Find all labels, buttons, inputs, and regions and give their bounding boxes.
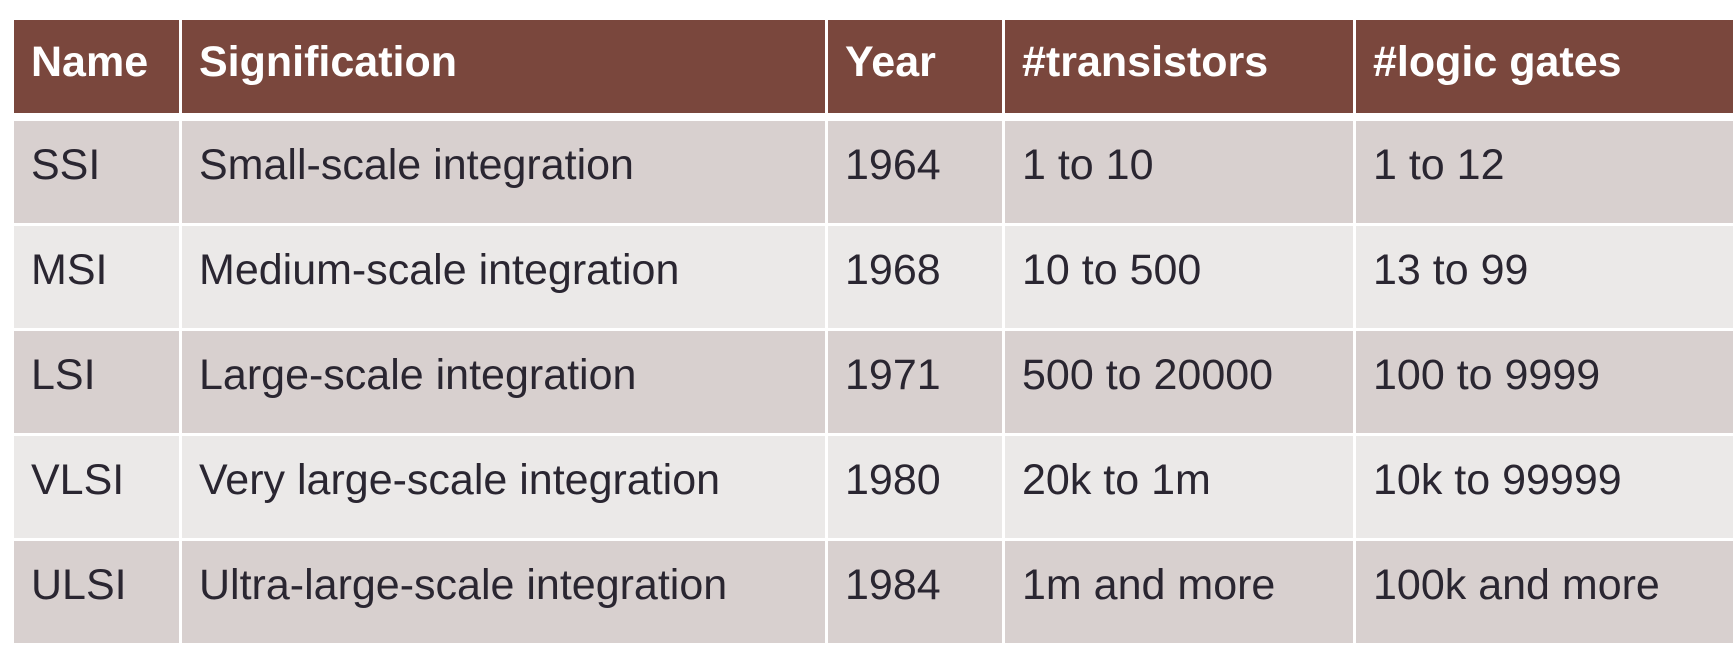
table-row: VLSI Very large-scale integration 1980 2… xyxy=(14,436,1733,538)
cell-signification: Small-scale integration xyxy=(182,121,825,223)
integration-scale-table-container: Name Signification Year #transistors #lo… xyxy=(14,20,1733,643)
cell-year: 1971 xyxy=(828,331,1002,433)
cell-year: 1980 xyxy=(828,436,1002,538)
cell-logic-gates: 100k and more xyxy=(1356,541,1733,643)
cell-transistors: 10 to 500 xyxy=(1005,226,1353,328)
cell-year: 1964 xyxy=(828,121,1002,223)
table-row: ULSI Ultra-large-scale integration 1984 … xyxy=(14,541,1733,643)
header-logic-gates: #logic gates xyxy=(1356,20,1733,118)
cell-year: 1984 xyxy=(828,541,1002,643)
cell-name: SSI xyxy=(14,121,179,223)
cell-transistors: 1 to 10 xyxy=(1005,121,1353,223)
cell-logic-gates: 1 to 12 xyxy=(1356,121,1733,223)
cell-name: MSI xyxy=(14,226,179,328)
table-row: MSI Medium-scale integration 1968 10 to … xyxy=(14,226,1733,328)
cell-logic-gates: 13 to 99 xyxy=(1356,226,1733,328)
cell-logic-gates: 10k to 99999 xyxy=(1356,436,1733,538)
cell-name: ULSI xyxy=(14,541,179,643)
cell-transistors: 1m and more xyxy=(1005,541,1353,643)
cell-transistors: 500 to 20000 xyxy=(1005,331,1353,433)
header-transistors: #transistors xyxy=(1005,20,1353,118)
table-row: LSI Large-scale integration 1971 500 to … xyxy=(14,331,1733,433)
header-signification: Signification xyxy=(182,20,825,118)
header-year: Year xyxy=(828,20,1002,118)
header-name: Name xyxy=(14,20,179,118)
cell-signification: Large-scale integration xyxy=(182,331,825,433)
cell-transistors: 20k to 1m xyxy=(1005,436,1353,538)
cell-name: VLSI xyxy=(14,436,179,538)
cell-signification: Very large-scale integration xyxy=(182,436,825,538)
table-header-row: Name Signification Year #transistors #lo… xyxy=(14,20,1733,118)
integration-scale-table: Name Signification Year #transistors #lo… xyxy=(11,17,1736,646)
cell-signification: Medium-scale integration xyxy=(182,226,825,328)
cell-logic-gates: 100 to 9999 xyxy=(1356,331,1733,433)
cell-year: 1968 xyxy=(828,226,1002,328)
table-row: SSI Small-scale integration 1964 1 to 10… xyxy=(14,121,1733,223)
cell-name: LSI xyxy=(14,331,179,433)
cell-signification: Ultra-large-scale integration xyxy=(182,541,825,643)
